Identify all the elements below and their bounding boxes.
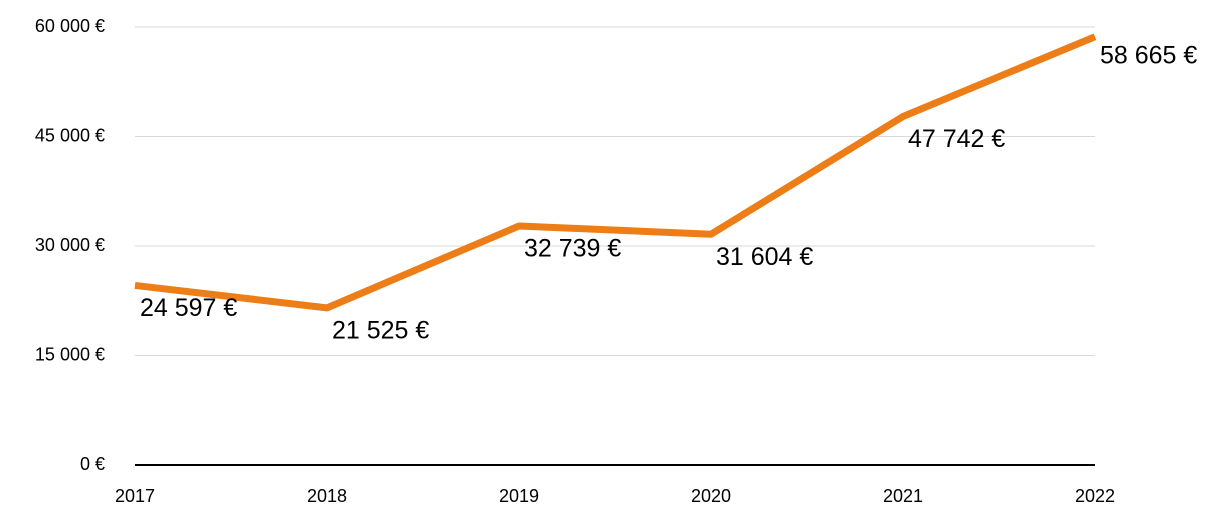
x-tick-label: 2017 bbox=[115, 486, 155, 506]
data-label: 32 739 € bbox=[524, 235, 621, 263]
data-label: 58 665 € bbox=[1100, 41, 1197, 69]
data-label: 31 604 € bbox=[716, 243, 813, 271]
x-tick-label: 2018 bbox=[307, 486, 347, 506]
y-tick-label: 60 000 € bbox=[35, 16, 105, 36]
line bbox=[134, 33, 1097, 312]
x-tick-label: 2020 bbox=[691, 486, 731, 506]
data-label: 21 525 € bbox=[332, 316, 429, 344]
data-label: 24 597 € bbox=[140, 294, 237, 322]
y-tick-label: 0 € bbox=[80, 454, 105, 474]
y-tick-label: 30 000 € bbox=[35, 235, 105, 255]
y-tick-label: 45 000 € bbox=[35, 125, 105, 145]
x-tick-label: 2022 bbox=[1075, 486, 1115, 506]
x-tick-label: 2019 bbox=[499, 486, 539, 506]
x-tick-label: 2021 bbox=[883, 486, 923, 506]
y-tick-label: 15 000 € bbox=[35, 344, 105, 364]
data-label: 47 742 € bbox=[908, 125, 1005, 153]
